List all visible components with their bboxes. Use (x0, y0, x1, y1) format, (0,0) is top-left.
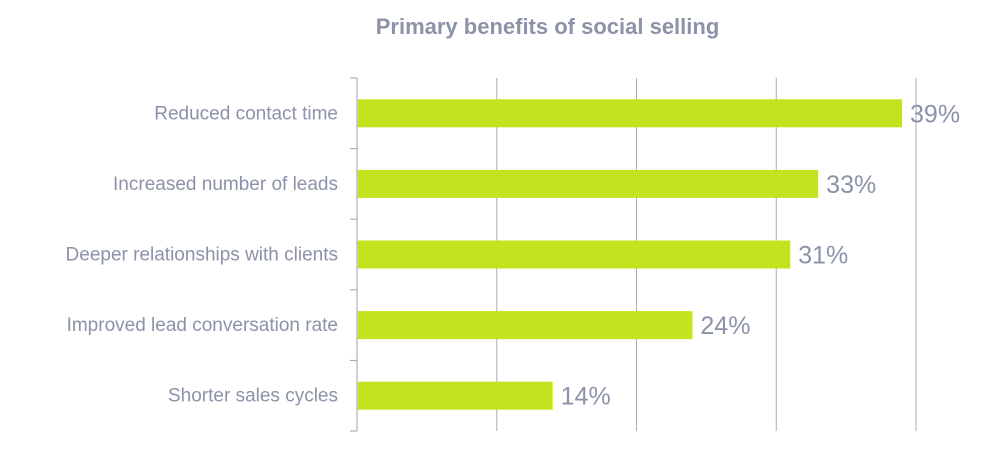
category-label-5: Shorter sales cycles (168, 386, 338, 407)
category-label-2: Increased number of leads (113, 174, 338, 195)
data-label-1: 39% (910, 100, 960, 128)
bar-5 (357, 381, 553, 410)
category-label-3: Deeper relationships with clients (66, 245, 338, 266)
data-label-2: 33% (826, 171, 876, 199)
data-label-4: 24% (700, 312, 750, 340)
bar-4 (357, 311, 693, 340)
data-label-5: 14% (561, 383, 611, 411)
bar-3 (357, 240, 791, 269)
data-label-3: 31% (798, 242, 848, 270)
chart-title: Primary benefits of social selling (375, 14, 720, 39)
bar-2 (357, 169, 819, 198)
category-label-1: Reduced contact time (154, 103, 338, 124)
bar-1 (357, 99, 903, 128)
category-label-4: Improved lead conversation rate (67, 315, 338, 336)
